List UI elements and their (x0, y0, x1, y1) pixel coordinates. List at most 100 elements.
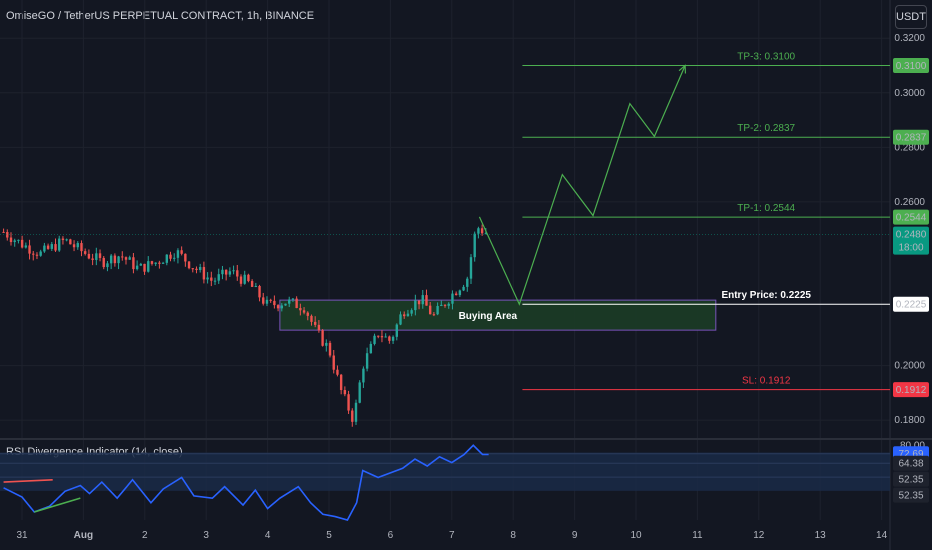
x-tick-label: 7 (449, 530, 455, 541)
candle-body (347, 394, 350, 411)
candle-body (254, 285, 258, 287)
candle-body (173, 257, 176, 259)
candle-body (176, 250, 180, 258)
y-tick-label: 0.2000 (894, 361, 925, 372)
candle-body (458, 290, 462, 296)
candle-body (243, 274, 246, 284)
candle-body (299, 308, 302, 311)
candle-body (273, 300, 276, 306)
level-badge: 0.1912 (896, 385, 927, 396)
candle-body (477, 228, 480, 234)
y-tick-label: 0.2600 (894, 197, 925, 208)
candle-body (228, 271, 232, 275)
candle-body (121, 256, 124, 258)
x-tick-label: 12 (753, 530, 765, 541)
level-badge: 0.2225 (896, 300, 927, 311)
last-price-value: 0.2480 (896, 230, 927, 241)
candle-body (106, 263, 109, 268)
candle-body (247, 274, 250, 282)
rsi-band-area (0, 452, 890, 491)
candle-body (76, 243, 79, 248)
candle-body (443, 304, 447, 306)
candle-body (332, 355, 335, 370)
candle-body (9, 237, 13, 243)
candle-body (432, 314, 436, 316)
candle-body (184, 253, 187, 262)
candle-body (284, 303, 287, 306)
rsi-band-badge-bg (893, 471, 929, 487)
candle-body (436, 305, 439, 315)
candle-body (306, 312, 309, 316)
candle-body (109, 255, 113, 264)
rsi-band-badge-bg (893, 487, 929, 503)
candle-body (466, 278, 469, 287)
buying-area-box (279, 299, 717, 331)
candle-body (480, 228, 484, 234)
candle-body (165, 254, 169, 263)
x-tick-label: 4 (265, 530, 271, 541)
level-label: TP-1: 0.2544 (737, 203, 795, 214)
candle-body (128, 257, 131, 260)
candle-body (473, 233, 476, 258)
candle-body (232, 270, 235, 272)
divergence-line (3, 478, 53, 483)
candle-body (276, 305, 280, 309)
candle-body (384, 336, 387, 338)
candle-body (61, 238, 65, 240)
level-badge-bg (893, 296, 929, 312)
candle-body (213, 280, 217, 282)
candle-body (399, 314, 402, 325)
candle-body (388, 336, 391, 341)
candle-body (95, 253, 98, 260)
candle-body (451, 293, 454, 304)
candle-body (280, 305, 283, 309)
candle-body (395, 324, 398, 337)
level-label: TP-3: 0.3100 (737, 51, 795, 62)
candle-body (406, 313, 410, 317)
level-badge: 0.2544 (896, 213, 927, 224)
candle-body (454, 293, 458, 296)
candle-body (58, 238, 61, 251)
candle-body (154, 262, 157, 264)
candle-body (484, 233, 488, 235)
candle-body (13, 240, 16, 243)
candle-body (43, 245, 46, 252)
x-tick-label: 11 (692, 530, 703, 541)
y-axis: 0.3200 0.3000 0.2800 0.2600 0.2000 0.1800 80.0… (894, 33, 925, 451)
rsi-line (3, 444, 489, 521)
candle-body (351, 410, 354, 422)
candle-body (80, 243, 83, 252)
candle-body (39, 251, 42, 256)
candle-body (362, 368, 365, 383)
candle-body (180, 250, 183, 254)
x-tick-label: 31 (16, 530, 28, 541)
y-tick-label: 0.3000 (894, 88, 925, 99)
candle-body (269, 299, 272, 301)
candle-body (236, 270, 239, 277)
candle-body (377, 335, 380, 337)
x-tick-label: 3 (203, 530, 209, 541)
last-price-countdown: 18:00 (898, 243, 923, 254)
price-badges: 0.3100 0.2837 0.2544 0.2225 0.1912 0.2480 18:0… (0, 57, 929, 503)
candle-body (91, 258, 94, 260)
candle-body (206, 277, 209, 280)
last-price-badge-bg (893, 226, 929, 255)
candle-body (410, 310, 413, 314)
candle-body (462, 286, 465, 291)
candle-body (391, 336, 395, 341)
candle-body (32, 253, 35, 255)
candle-body (417, 300, 421, 305)
candle-body (150, 261, 154, 264)
level-badge: 0.3100 (896, 61, 927, 72)
x-tick-label: 5 (326, 530, 332, 541)
rsi-band-badge: 52.35 (898, 475, 923, 486)
candle-body (302, 310, 306, 313)
candle-body (221, 269, 224, 275)
candle-body (380, 336, 384, 338)
x-tick-label: 13 (815, 530, 827, 541)
projection-line (478, 65, 686, 306)
candle-body (187, 261, 191, 269)
candle-body (217, 274, 220, 281)
currency-button[interactable]: USDT (895, 5, 927, 29)
